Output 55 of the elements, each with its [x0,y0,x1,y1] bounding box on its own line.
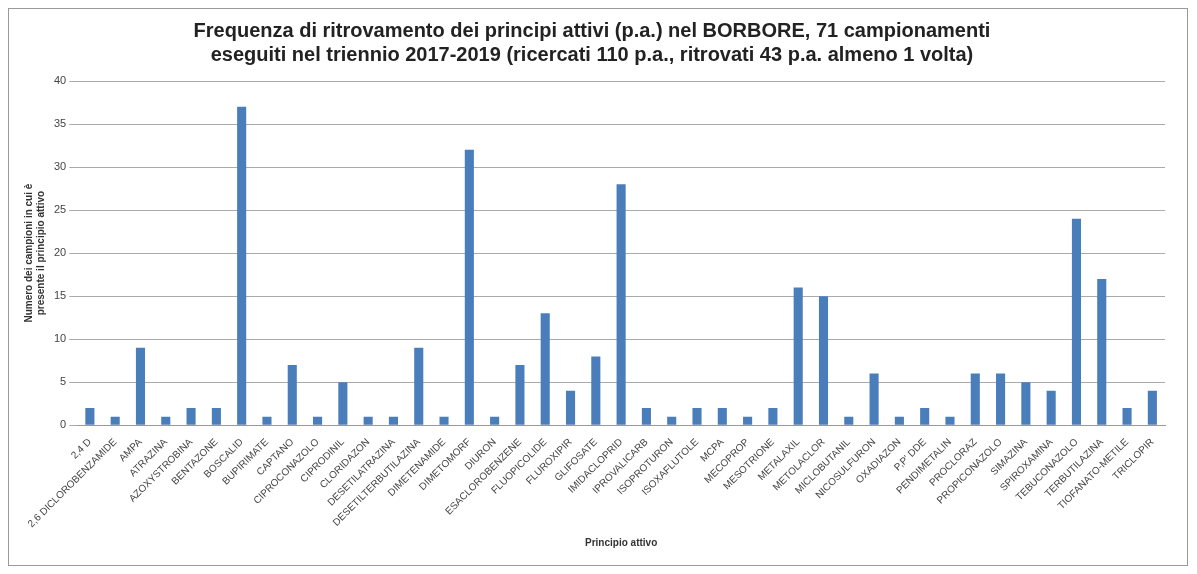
bar [1097,278,1107,425]
bar [717,408,727,425]
bar [945,416,955,425]
bar [970,373,980,425]
bar [894,416,904,425]
bar [388,416,398,425]
bar [464,149,474,425]
bar [1122,408,1132,425]
bar [920,408,930,425]
bar [667,416,677,425]
bar [439,416,449,425]
y-tick-label: 0 [60,418,67,431]
x-axis-title: Principio attivo [585,536,658,548]
y-tick-label: 20 [53,246,67,259]
chart-title: Frequenza di ritrovamento dei principi attivi (p.a.) nel BORBORE, 71 campionamenti eseguiti nel triennio 2017-2019 (ricercati 110 p.a., ritrovati 43 p.a. almeno 1 volta) [193,18,991,65]
bar [1046,390,1056,425]
bar [237,106,247,425]
bar [641,408,651,425]
bar [490,416,500,425]
y-tick-label: 40 [53,74,67,87]
y-tick-label: 10 [53,332,67,345]
bar [515,365,525,425]
bar [363,416,373,425]
bar [869,373,879,425]
y-tick-label: 30 [53,160,67,173]
bar [996,373,1006,425]
bar [591,356,601,425]
bar [692,408,702,425]
bar [1147,390,1157,425]
y-tick-label: 5 [60,375,67,388]
bar [338,382,348,425]
bar [287,365,297,425]
bar [186,408,196,425]
bar [793,287,803,425]
bar [313,416,323,425]
y-tick-label: 15 [53,289,67,302]
bar [616,184,626,425]
bar [85,408,95,425]
bar [1021,382,1031,425]
bar [211,408,221,425]
bar [540,313,550,425]
y-tick-label: 25 [53,203,67,216]
bar [414,347,424,425]
bar [135,347,146,425]
bar [262,416,272,425]
bar [1071,218,1082,425]
bar [161,416,171,425]
bar [110,416,120,425]
bar [818,296,829,425]
bar [565,390,576,425]
bar [768,408,778,425]
bar [743,416,753,425]
y-tick-label: 35 [53,117,67,130]
y-axis-title: Numero dei campioni in cui è presente il principio attivo [22,183,46,323]
bar [844,416,854,425]
